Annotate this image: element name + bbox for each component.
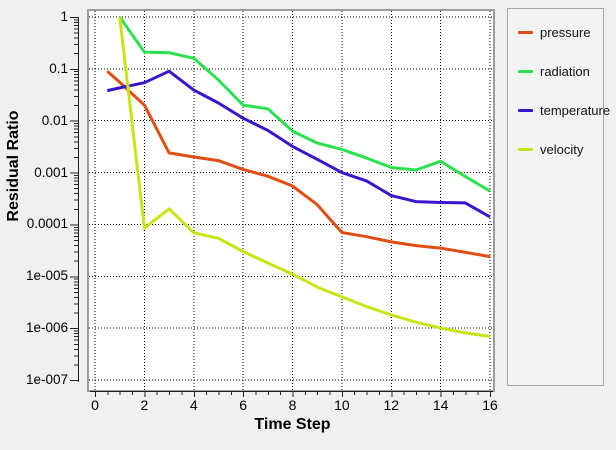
y-tick-label: 1e-006 (25, 320, 68, 336)
x-tick-label: 14 (432, 397, 449, 413)
legend-panel: pressure radiation temperature velocity (507, 8, 610, 386)
legend-label: pressure (540, 25, 591, 40)
curve-velocity (118, 16, 491, 338)
curve-temperature (106, 69, 491, 219)
x-tick-label: 0 (91, 397, 99, 413)
legend-label: velocity (540, 142, 584, 157)
x-tick-label: 6 (239, 397, 248, 413)
legend-item-pressure: pressure (508, 13, 603, 52)
x-tick-label: 12 (383, 397, 400, 413)
legend-swatch-pressure (518, 31, 533, 34)
y-tick-label: 1e-007 (25, 372, 68, 387)
legend-swatch-temperature (518, 109, 533, 112)
chart-drawing (89, 11, 493, 390)
x-tick-label: 4 (189, 397, 198, 413)
legend-swatch-velocity (518, 148, 533, 151)
plot-canvas (87, 9, 495, 392)
y-tick-label: 0.001 (34, 164, 68, 180)
x-tick-label: 10 (334, 397, 350, 413)
y-tick-label: 0.1 (49, 60, 68, 76)
legend-label: temperature (540, 103, 611, 118)
legend-label: radiation (540, 64, 590, 79)
x-tick-label: 2 (140, 397, 149, 413)
x-axis-title: Time Step (254, 416, 331, 433)
x-tick-label: 8 (288, 397, 297, 413)
y-tick-label: 0.0001 (26, 216, 68, 232)
y-tick-label: 1 (60, 9, 68, 24)
legend-item-radiation: radiation (508, 52, 603, 91)
legend-swatch-radiation (518, 70, 533, 73)
x-tick-label: 16 (482, 397, 498, 413)
curve-pressure (106, 70, 491, 259)
legend-item-velocity: velocity (508, 130, 603, 169)
legend-item-temperature: temperature (508, 91, 610, 130)
y-tick-label: 0.01 (41, 112, 68, 128)
y-tick-label: 1e-005 (25, 268, 68, 284)
y-axis-title: Residual Ratio (5, 110, 22, 222)
curve-radiation (118, 16, 491, 193)
